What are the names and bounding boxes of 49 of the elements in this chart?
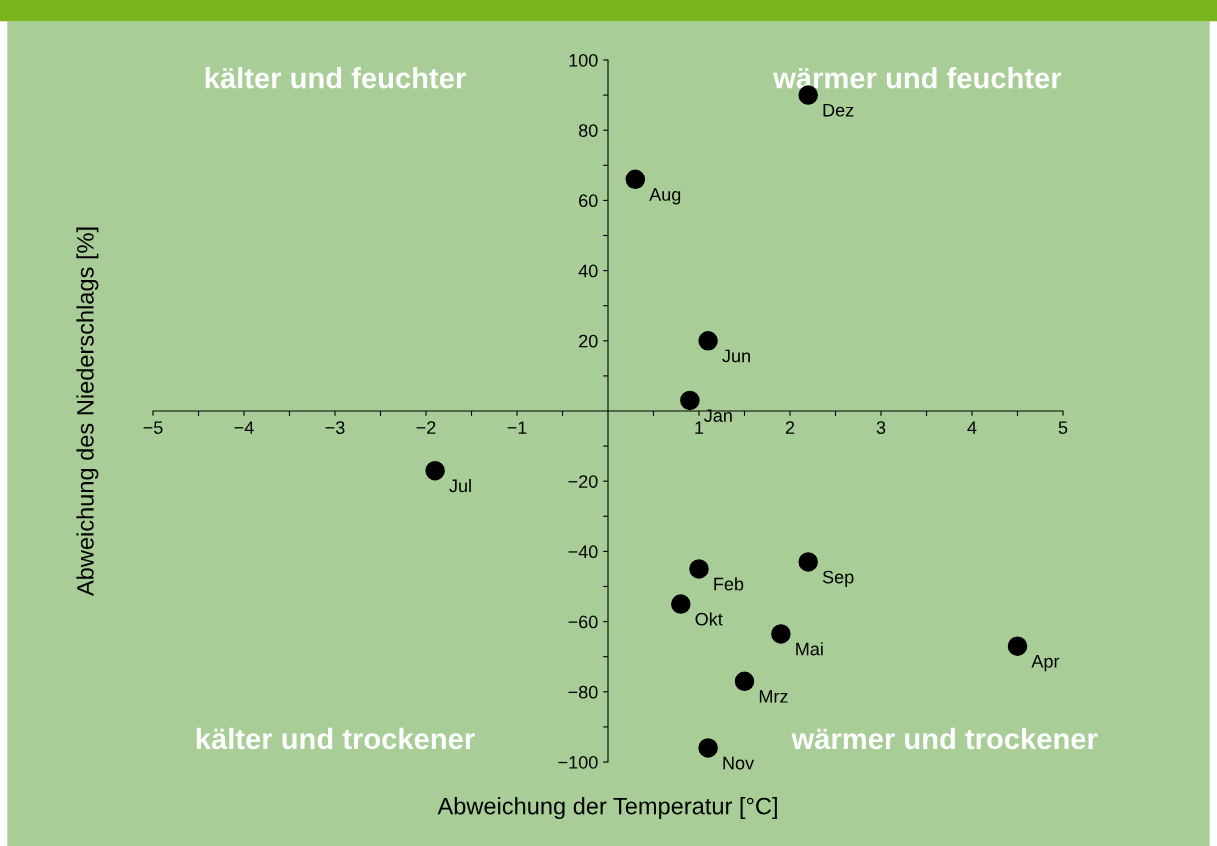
annotation: wärmer und trockener xyxy=(791,727,1098,750)
point xyxy=(698,738,718,758)
annotation: Jul xyxy=(449,478,471,493)
x-tick-label: −2 xyxy=(416,421,436,434)
x-tick-label: −4 xyxy=(234,421,254,434)
point xyxy=(734,671,755,692)
annotation: Jan xyxy=(704,409,732,422)
y-tick-label: −20 xyxy=(568,475,598,488)
x-tick-label: −5 xyxy=(143,421,163,434)
x-tick-label: 1 xyxy=(695,421,704,434)
point xyxy=(1007,636,1028,656)
annotation: Jun xyxy=(722,349,750,363)
point xyxy=(771,624,791,644)
x-tick-label: 5 xyxy=(1058,421,1068,434)
x-tick-label: 3 xyxy=(876,421,886,434)
annotation: kälter und trockener xyxy=(196,727,475,750)
annotation: Dez xyxy=(823,104,854,117)
y-tick-label: 100 xyxy=(569,53,598,67)
annotation: Sep xyxy=(822,570,854,588)
annotation: Okt xyxy=(695,612,723,626)
annotation: Feb xyxy=(714,577,744,591)
y-tick-label: 60 xyxy=(579,194,598,208)
point xyxy=(680,390,700,411)
point xyxy=(425,460,445,481)
x-tick-label: 2 xyxy=(785,421,795,434)
point xyxy=(625,169,646,190)
annotation: Mai xyxy=(796,642,823,656)
annotation: wärmer und feuchter xyxy=(773,67,1062,89)
annotation: Mrz xyxy=(759,690,788,703)
annotation: kälter und feuchter xyxy=(205,67,466,89)
y-tick-label: −40 xyxy=(568,545,598,559)
y-tick-label: 20 xyxy=(579,334,598,348)
y-tick-label: −100 xyxy=(558,755,598,769)
point xyxy=(798,552,818,572)
y-axis-title: Abweichung des Niederschlags [%] xyxy=(76,227,99,596)
y-tick-label: 40 xyxy=(578,264,598,278)
y-tick-label: −60 xyxy=(568,615,598,629)
x-tick-label: −1 xyxy=(507,421,527,434)
point xyxy=(689,559,709,579)
x-tick-label: −3 xyxy=(325,421,345,434)
y-tick-label: 80 xyxy=(578,124,598,137)
y-tick-label: −80 xyxy=(568,685,598,699)
point xyxy=(698,331,718,351)
annotation: Nov xyxy=(723,756,755,770)
annotation: Apr xyxy=(1031,655,1060,672)
point xyxy=(671,594,691,614)
x-axis-title: Abweichung der Temperatur [°C] xyxy=(437,797,777,820)
x-tick-label: 4 xyxy=(967,421,977,434)
annotation: Aug xyxy=(649,188,681,205)
